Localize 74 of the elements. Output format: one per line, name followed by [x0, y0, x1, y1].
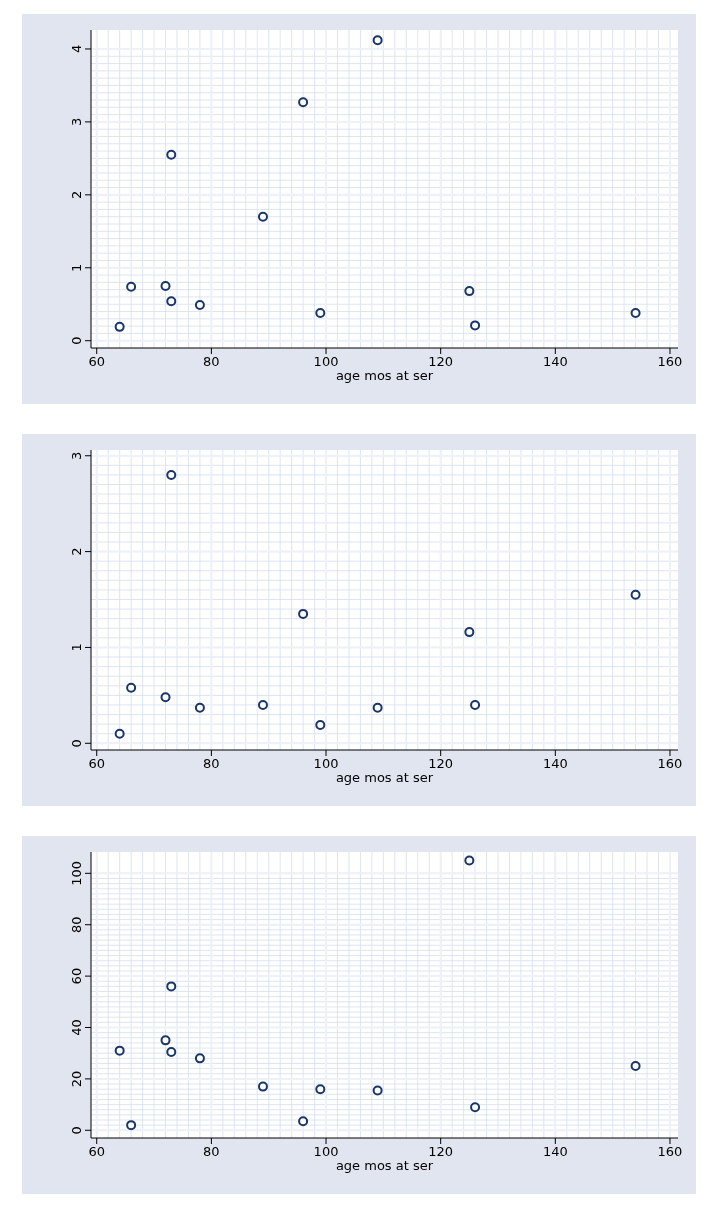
x-tick-label: 60 [88, 1144, 106, 1159]
y-tick-label: 40 [69, 1019, 84, 1036]
x-tick-label: 80 [203, 756, 220, 771]
x-axis-title: age mos at ser [335, 368, 434, 383]
point [630, 589, 641, 600]
y-tick-label: 1 [69, 643, 84, 652]
point [257, 211, 268, 222]
point [126, 281, 137, 292]
point [298, 97, 309, 108]
point [464, 855, 475, 866]
point [372, 1085, 383, 1096]
point [166, 1046, 177, 1057]
point [470, 320, 481, 331]
point [470, 1102, 481, 1113]
y-tick-label: 3 [69, 451, 84, 460]
point [298, 608, 309, 619]
point [166, 981, 177, 992]
point [315, 1084, 326, 1095]
x-tick-label: 100 [313, 1144, 339, 1159]
y-tick-label: 20 [69, 1070, 84, 1088]
y-tick-label: 0 [69, 739, 84, 748]
point [372, 702, 383, 713]
x-axis-title: age mos at ser [335, 770, 434, 785]
x-tick-label: 140 [542, 354, 568, 369]
x-tick-label: 120 [428, 756, 454, 771]
point [257, 699, 268, 710]
x-tick-label: 160 [657, 1144, 683, 1159]
point [166, 296, 177, 307]
point [630, 1061, 641, 1072]
point [166, 149, 177, 160]
x-tick-label: 140 [542, 1144, 568, 1159]
y-tick-label: 4 [69, 44, 84, 54]
point [114, 321, 125, 332]
point [166, 469, 177, 480]
point [194, 1053, 205, 1064]
point [126, 1120, 137, 1131]
y-tick-label: 60 [69, 967, 84, 985]
point [114, 728, 125, 739]
y-tick-label: 2 [69, 547, 84, 556]
point [464, 627, 475, 638]
point [298, 1116, 309, 1127]
point [194, 299, 205, 310]
x-tick-label: 80 [203, 354, 220, 369]
point [315, 720, 326, 731]
y-tick-label: 80 [69, 916, 84, 933]
point [160, 1035, 171, 1046]
x-tick-label: 160 [657, 354, 683, 369]
point [372, 35, 383, 46]
x-tick-label: 140 [542, 756, 568, 771]
x-tick-label: 60 [88, 756, 106, 771]
y-tick-label: 3 [69, 117, 84, 127]
x-axis-title: age mos at ser [335, 1158, 434, 1173]
y-tick-label: 2 [69, 190, 84, 199]
x-tick-label: 60 [88, 354, 106, 369]
point [470, 699, 481, 710]
point [126, 682, 137, 693]
point [464, 286, 475, 297]
point [630, 308, 641, 318]
point [114, 1045, 125, 1056]
x-tick-label: 100 [313, 354, 339, 369]
point [160, 692, 171, 703]
point [257, 1081, 268, 1092]
point [315, 308, 326, 318]
x-tick-label: 80 [203, 1144, 220, 1159]
x-tick-label: 100 [313, 756, 339, 771]
y-tick-label: 0 [69, 336, 84, 345]
x-tick-label: 120 [428, 1144, 454, 1159]
point [160, 281, 171, 291]
y-tick-label: 0 [69, 1126, 84, 1135]
point [194, 702, 205, 713]
x-tick-label: 160 [657, 756, 683, 771]
y-tick-label: 1 [69, 263, 84, 272]
x-tick-label: 120 [428, 354, 454, 369]
y-tick-label: 100 [69, 860, 84, 886]
